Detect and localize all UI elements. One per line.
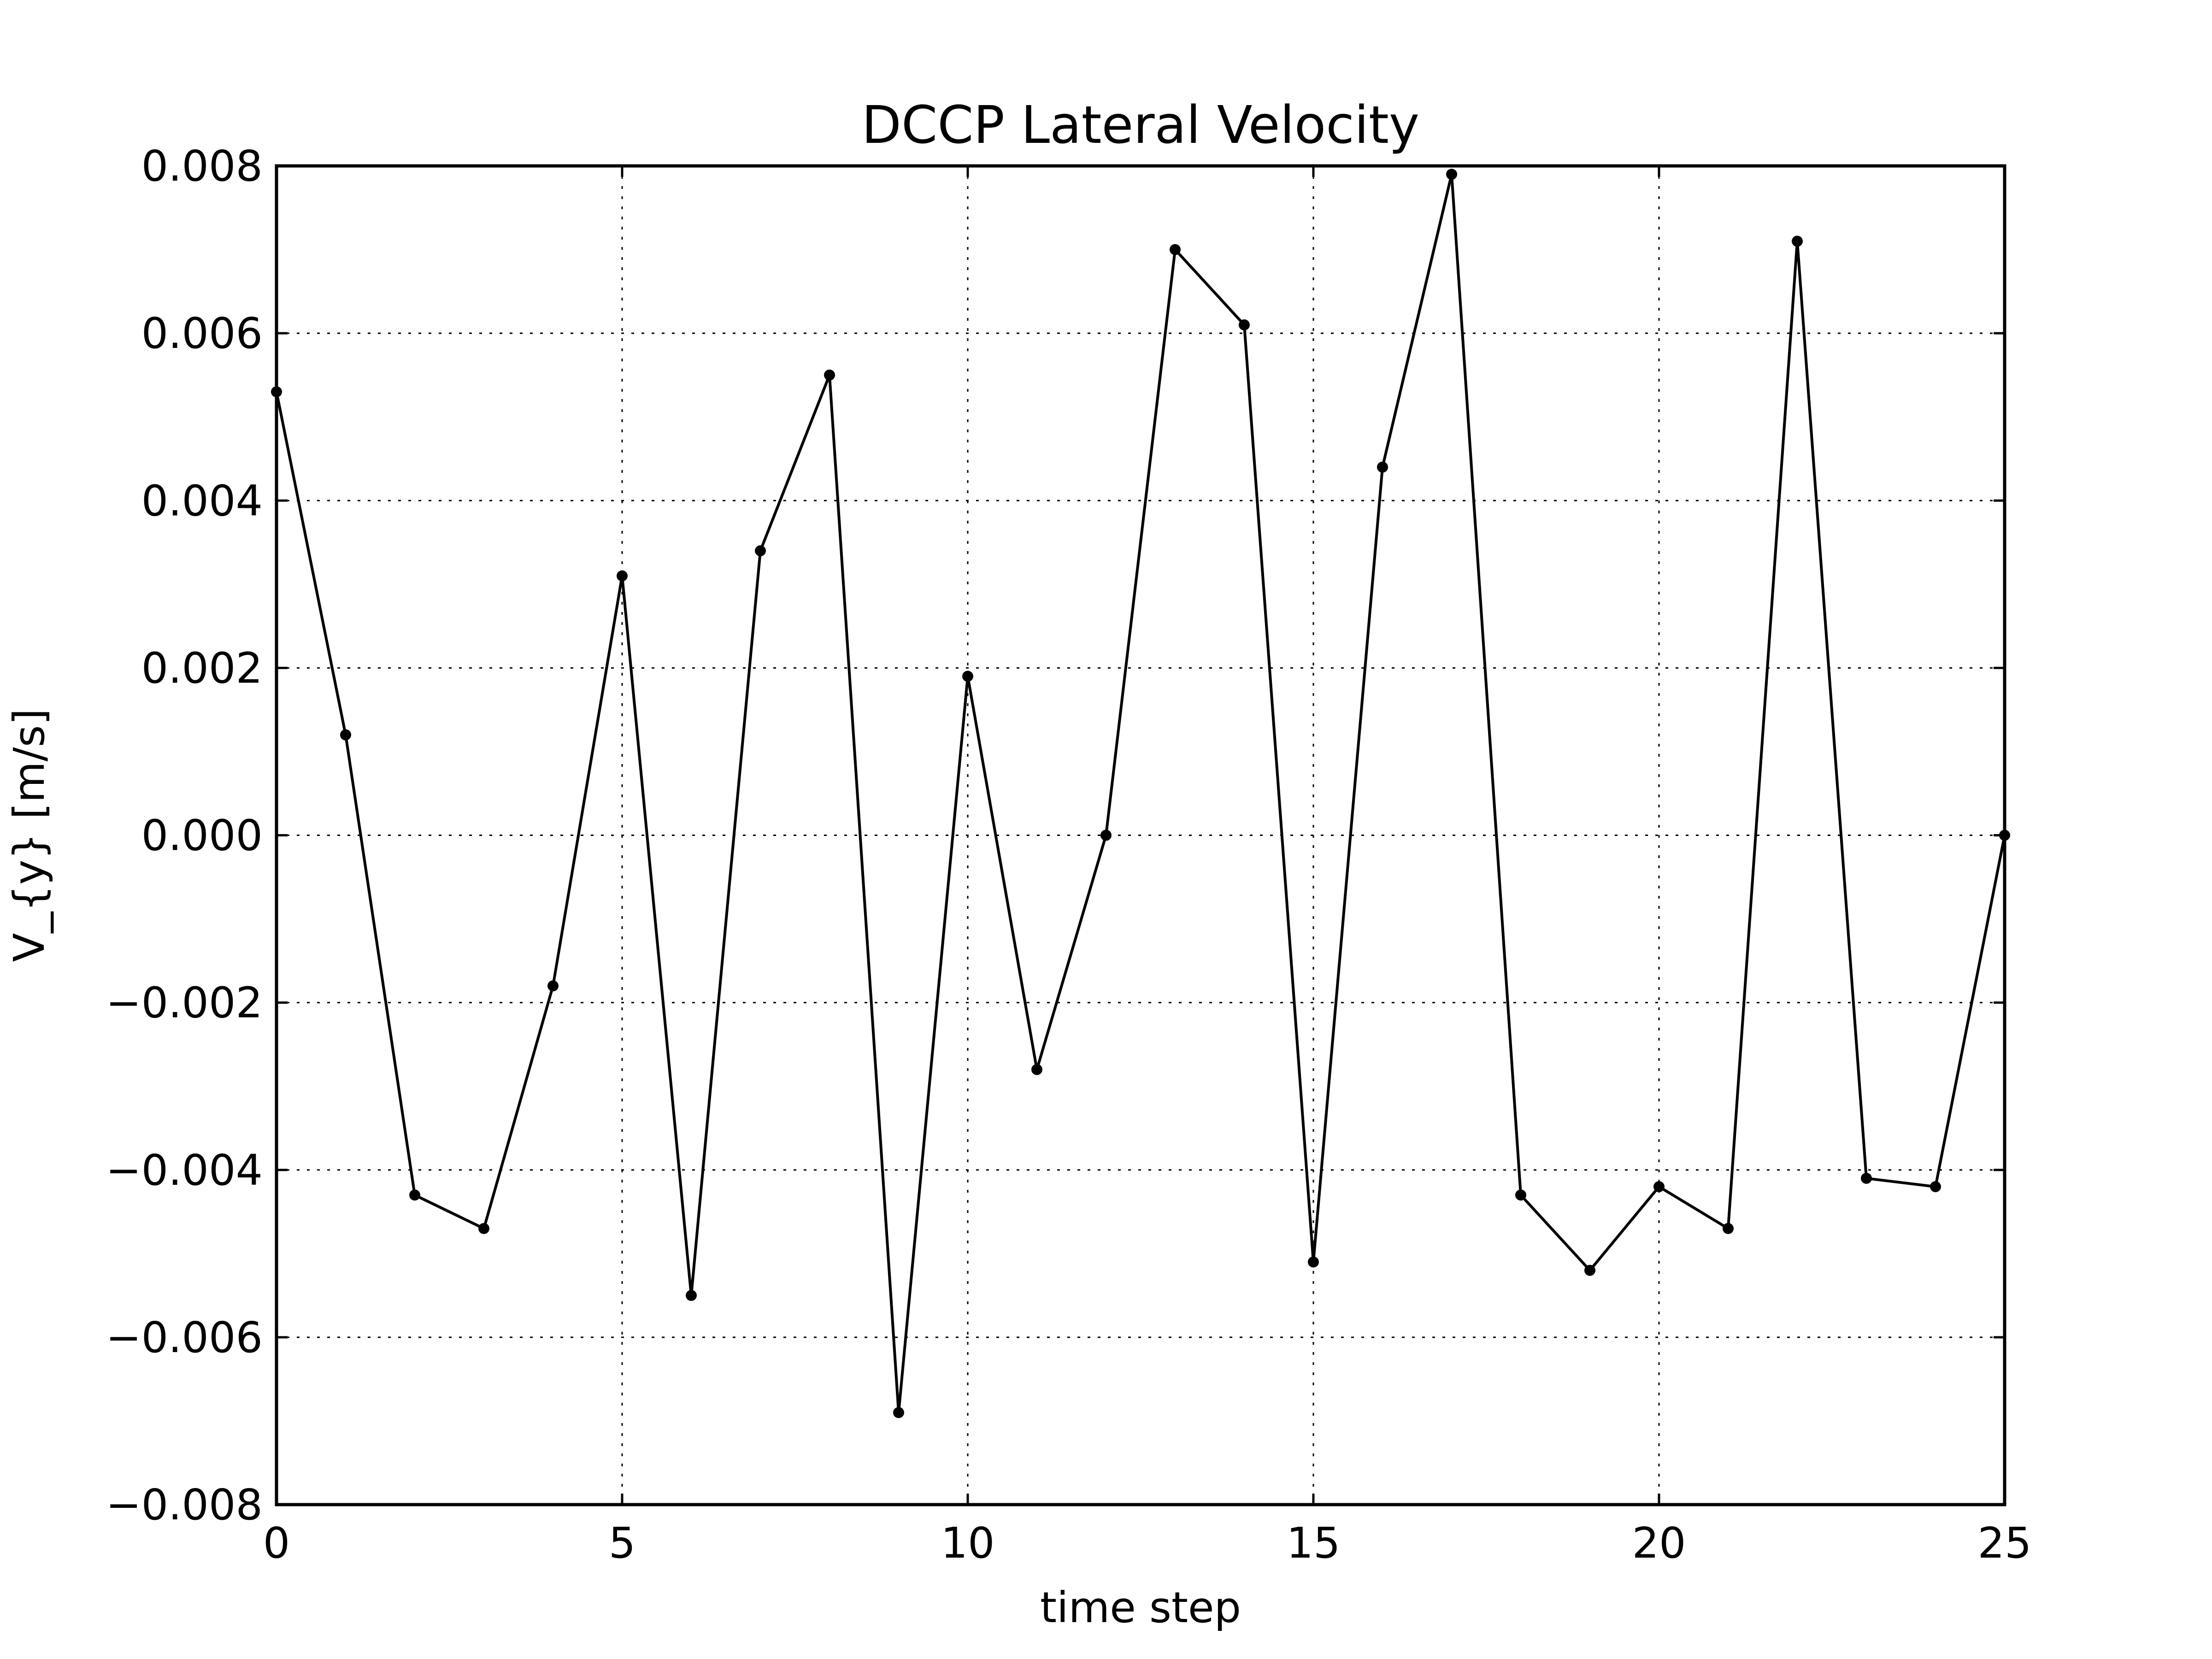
y-tick-label: 0.000 [141,811,263,860]
y-tick-label: −0.004 [106,1146,263,1195]
x-tick-label: 20 [1632,1518,1686,1568]
data-point [478,1223,489,1234]
y-tick-label: 0.004 [141,476,263,525]
data-point [1308,1256,1319,1268]
data-point [1446,169,1457,180]
data-point [1377,461,1388,473]
data-point [1170,244,1181,255]
series-layer [271,169,2010,1418]
data-point [1031,1064,1042,1075]
data-point [617,570,628,582]
data-point [547,980,559,992]
data-point [1723,1223,1734,1234]
data-point [1792,235,1803,247]
data-point [1100,830,1112,841]
series-line [275,174,2006,1413]
y-tick-label: −0.006 [106,1313,263,1362]
x-tick-label: 10 [941,1518,994,1568]
data-point [1515,1189,1526,1201]
data-point [409,1189,420,1201]
data-point [686,1290,697,1301]
chart-title: DCCP Lateral Velocity [862,95,1419,155]
data-point [755,545,766,557]
ticks: 0 5 10 15 20 25 0.008 0.006 0.004 0.002 0.000 −0.00… [106,141,2032,1568]
data-point [1239,319,1250,330]
data-point [340,729,351,741]
grid [276,166,2005,1505]
x-tick-label: 15 [1286,1518,1340,1568]
data-point [1930,1181,1941,1193]
data-point [824,369,835,381]
y-tick-label: 0.006 [141,309,263,358]
data-point [1584,1265,1595,1276]
x-tick-label: 25 [1977,1518,2031,1568]
data-point [893,1407,904,1418]
data-point [962,671,973,682]
x-tick-label: 0 [263,1518,290,1568]
y-tick-label: 0.002 [141,643,263,693]
data-point [1653,1181,1665,1193]
data-point [1861,1172,1872,1184]
y-axis-label: V_{y} [m/s] [5,708,54,962]
x-tick-label: 5 [609,1518,636,1568]
y-tick-label: −0.008 [106,1480,263,1530]
y-tick-label: −0.002 [106,978,263,1028]
y-tick-label: 0.008 [141,141,263,191]
x-axis-label: time step [1040,1583,1241,1632]
